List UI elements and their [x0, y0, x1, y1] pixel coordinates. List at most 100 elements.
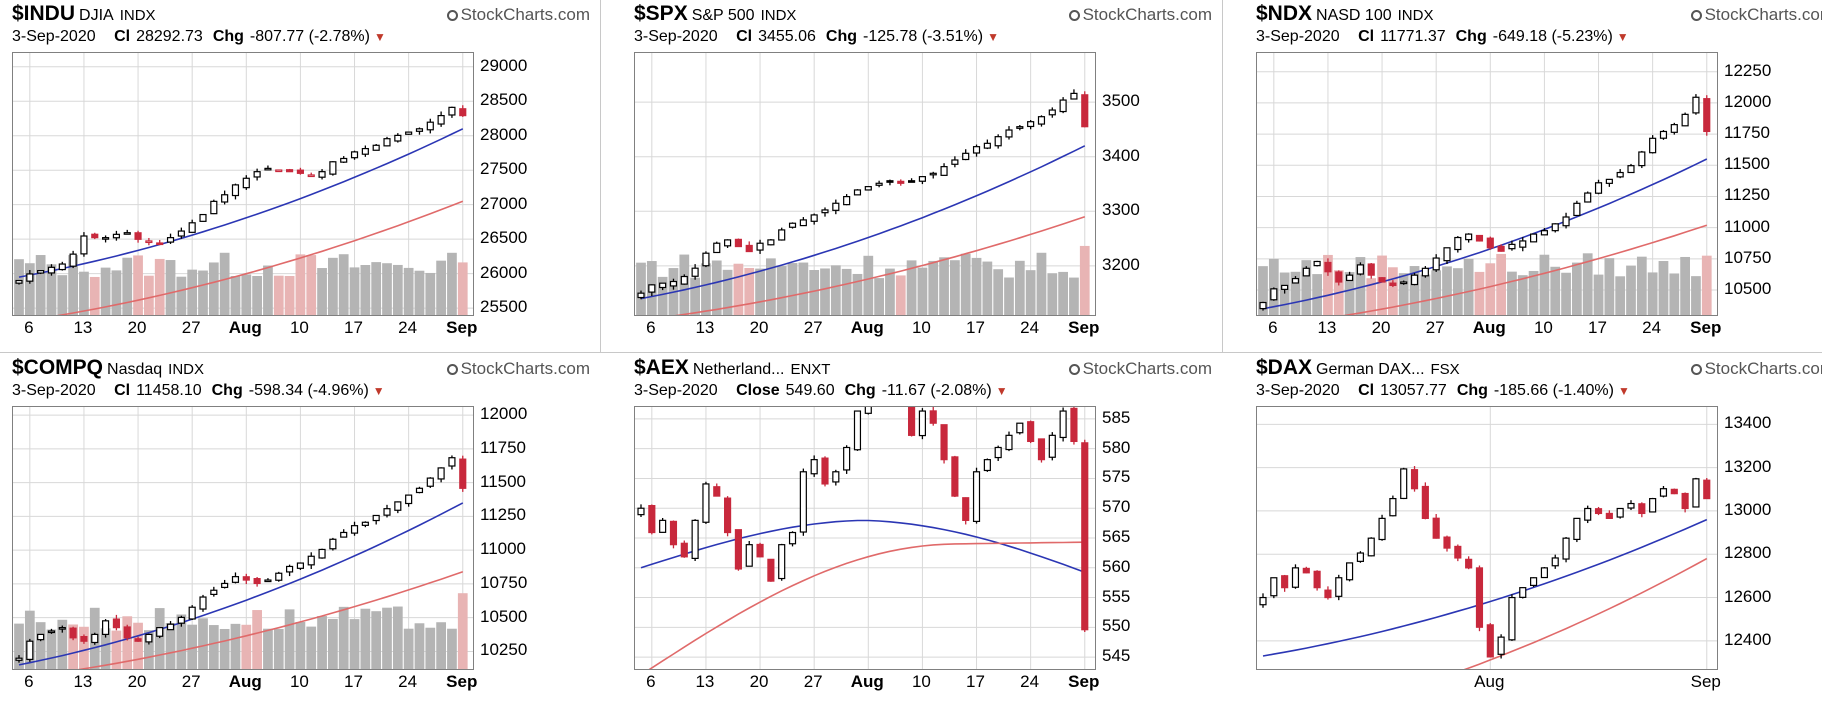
candle-body	[91, 633, 99, 644]
candle-body	[810, 459, 818, 475]
chart-header: $COMPQ Nasdaq INDX StockCharts.com	[12, 356, 590, 380]
candle-body	[1681, 113, 1689, 127]
x-tick-label: 17	[344, 672, 363, 691]
plot-area[interactable]	[634, 406, 1096, 670]
plot-area[interactable]	[634, 52, 1096, 316]
volume-bar	[403, 628, 414, 669]
x-tick-label: Aug	[1474, 672, 1505, 691]
x-tick-label: 20	[1371, 318, 1391, 337]
candle-body	[821, 209, 829, 214]
candle-body	[724, 497, 732, 534]
volume-bar	[306, 626, 317, 669]
volume-bar	[690, 277, 700, 315]
candle-body	[15, 279, 23, 284]
candle-body	[1400, 468, 1408, 500]
y-tick-label: 13200	[1724, 456, 1772, 476]
volume-bar	[1279, 272, 1290, 315]
close-value: 3455.06	[758, 28, 816, 45]
candle-body	[296, 169, 304, 174]
moving-average-fast	[640, 519, 1086, 573]
candle-body	[188, 606, 196, 620]
chart-panel[interactable]: $COMPQ Nasdaq INDX StockCharts.com 3-Sep-202…	[0, 354, 600, 706]
dropdown-caret-icon[interactable]: ▼	[987, 30, 999, 44]
volume-bar	[252, 610, 262, 669]
volume-bar	[1647, 272, 1658, 315]
candle-body	[1692, 478, 1700, 508]
dropdown-caret-icon[interactable]: ▼	[372, 384, 385, 398]
chart-header: $AEX Netherland... ENXT StockCharts.com	[634, 356, 1212, 380]
candle-body	[69, 627, 77, 639]
close-value: 11771.37	[1380, 28, 1446, 45]
candle-body	[940, 166, 948, 176]
plot-area[interactable]	[12, 52, 474, 316]
candle-body	[1659, 488, 1668, 497]
plot-area[interactable]	[1256, 406, 1718, 670]
x-tick-label: 6	[646, 672, 656, 691]
volume-bar	[1550, 266, 1561, 315]
volume-bar	[776, 266, 787, 315]
x-tick-label: 13	[695, 318, 715, 337]
candle-body	[1410, 469, 1419, 490]
candle-body	[1313, 260, 1321, 267]
candle-body	[329, 161, 337, 175]
volume-bar	[122, 616, 133, 669]
volume-bar	[1409, 266, 1420, 315]
x-tick-label: Aug	[1472, 318, 1506, 337]
volume-bar	[35, 255, 46, 315]
volume-bar	[1377, 255, 1387, 315]
chart-panel[interactable]: $AEX Netherland... ENXT StockCharts.com 3-Se…	[622, 354, 1222, 706]
candle-body	[832, 471, 840, 483]
index-name: Nasdaq	[107, 361, 163, 378]
candle-body	[1259, 596, 1267, 606]
candle-body	[788, 222, 797, 228]
chart-panel[interactable]: $DAX German DAX... FSX StockCharts.com 3-Sep…	[1244, 354, 1822, 706]
candle-body	[1410, 274, 1419, 286]
candle-body	[415, 128, 424, 132]
candle-body	[383, 508, 391, 516]
volume-bar	[820, 268, 830, 315]
candle-body	[1346, 562, 1354, 581]
candle-body	[426, 477, 434, 487]
x-tick-label: 10	[911, 318, 931, 337]
brand-text: StockCharts.com	[460, 5, 590, 24]
candle-body	[724, 239, 732, 247]
candle-body	[1335, 271, 1343, 283]
x-tick-label: 6	[646, 318, 656, 337]
volume-bar	[1572, 262, 1582, 315]
plot-area[interactable]	[12, 406, 474, 670]
volume-bar	[1258, 266, 1268, 315]
chart-panel[interactable]: $SPX S&P 500 INDX StockCharts.com 3-Sep-2020…	[622, 0, 1222, 352]
candle-body	[242, 177, 250, 189]
chart-panel[interactable]: $NDX NASD 100 INDX StockCharts.com 3-Sep-202…	[1244, 0, 1822, 352]
volume-bar	[295, 254, 306, 315]
x-tick-label: Aug	[228, 672, 262, 691]
dropdown-caret-icon[interactable]: ▼	[995, 384, 1008, 398]
candle-body	[177, 230, 185, 237]
y-tick-label: 12800	[1724, 543, 1772, 563]
volume-bar	[841, 268, 852, 315]
symbol-title: $AEX	[634, 356, 689, 379]
candle-body	[1048, 109, 1056, 116]
symbol-title: $DAX	[1256, 356, 1313, 379]
candle-body	[1270, 288, 1278, 301]
x-tick-label: 27	[181, 318, 201, 337]
dropdown-caret-icon[interactable]: ▼	[1616, 30, 1629, 44]
exchange-label: INDX	[1397, 7, 1434, 24]
candle-body	[1027, 121, 1035, 128]
price-chart	[1257, 407, 1717, 669]
volume-bar	[79, 626, 89, 669]
plot-area[interactable]	[1256, 52, 1718, 316]
chart-panel[interactable]: $INDU DJIA INDX StockCharts.com 3-Sep-2020 C…	[0, 0, 600, 352]
brand-label: StockCharts.com	[1690, 359, 1822, 379]
brand-logo-icon	[1690, 10, 1702, 21]
candle-body	[843, 196, 851, 206]
price-chart	[13, 53, 473, 315]
candle-body	[1378, 517, 1386, 541]
candle-body	[1367, 537, 1375, 557]
y-tick-label: 28500	[480, 90, 528, 110]
close-label: Cl	[114, 382, 131, 399]
dropdown-caret-icon[interactable]: ▼	[1617, 384, 1630, 398]
dropdown-caret-icon[interactable]: ▼	[373, 30, 386, 44]
candle-body	[908, 180, 916, 183]
index-name: German DAX...	[1316, 361, 1425, 378]
